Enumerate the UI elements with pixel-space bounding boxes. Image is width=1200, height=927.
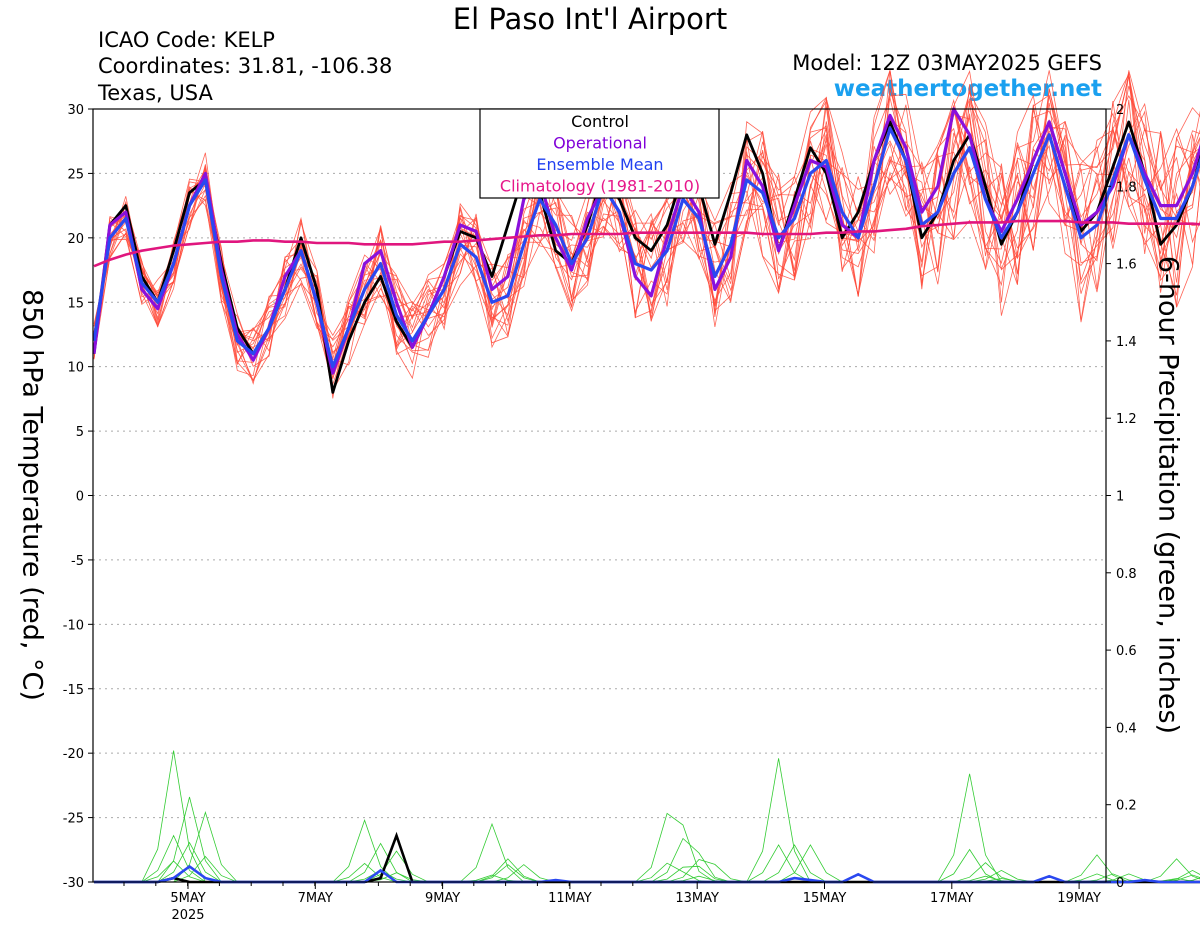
y-axis-label-right: 6-hour Precipitation (green, inches) [1152, 255, 1184, 735]
precip-control-line [94, 831, 1200, 884]
x-tick-label: 17MAY [930, 891, 974, 906]
y2-tick-label: 1.6 [1116, 258, 1137, 273]
precip-mean-line [94, 864, 1200, 884]
x-tick-label: 7MAY [298, 891, 333, 906]
x-tick-label: 13MAY [675, 891, 719, 906]
icao-code: ICAO Code: KELP [98, 28, 275, 52]
y2-tick-label: 1 [1116, 490, 1124, 505]
y-tick-label: 0 [76, 490, 84, 505]
x-tick-label: 15MAY [803, 891, 847, 906]
precip-member-lines [94, 750, 1200, 883]
precip-member-line [94, 750, 1200, 883]
grid [93, 172, 1106, 819]
legend-entry: Climatology (1981-2010) [500, 177, 700, 196]
precip-member-line [94, 796, 1200, 883]
x-tick-label: 9MAY [425, 891, 460, 906]
y-tick-label: 15 [67, 296, 84, 311]
x-tick-label: 5MAY [170, 891, 205, 906]
y-tick-label: 20 [67, 232, 84, 247]
ensemble-mean-line [92, 126, 1200, 369]
y-axis-label-left: 850 hPa Temperature (red, °C) [16, 289, 48, 701]
y-tick-label: 25 [67, 167, 84, 182]
y2-tick-label: 0.6 [1116, 644, 1137, 659]
climatology-line [93, 219, 1200, 268]
axes: 302520151050-5-10-15-20-25-3021.81.61.41… [63, 103, 1137, 923]
region: Texas, USA [98, 81, 213, 105]
y2-tick-label: 1.4 [1116, 335, 1137, 350]
y-tick-label: 5 [76, 425, 84, 440]
legend-entry: Operational [553, 134, 647, 153]
legend: Control Operational Ensemble Mean Climatolo… [479, 108, 720, 199]
precip-member-line [94, 855, 1200, 883]
y-tick-label: -30 [63, 876, 84, 891]
y2-tick-label: 0 [1116, 876, 1124, 891]
legend-box [479, 108, 720, 199]
y-tick-label: 10 [67, 361, 84, 376]
legend-entry: Control [571, 112, 629, 131]
y2-tick-label: 2 [1116, 103, 1124, 118]
x-tick-label: 19MAY [1057, 891, 1101, 906]
coordinates: Coordinates: 31.81, -106.38 [98, 54, 393, 78]
y2-tick-label: 1.2 [1116, 412, 1137, 427]
x-year-label: 2025 [171, 908, 204, 923]
legend-entry: Ensemble Mean [536, 155, 663, 174]
y2-tick-label: 0.8 [1116, 567, 1137, 582]
y-tick-label: -25 [63, 812, 84, 827]
page-title: El Paso Int'l Airport [452, 2, 728, 36]
y2-tick-label: 0.4 [1116, 721, 1137, 736]
member-line [93, 88, 1200, 382]
y2-tick-label: 1.8 [1116, 180, 1137, 195]
y-tick-label: -20 [63, 747, 84, 762]
y-tick-label: -5 [71, 554, 84, 569]
control-line [92, 120, 1200, 394]
y2-tick-label: 0.2 [1116, 799, 1137, 814]
x-tick-label: 11MAY [548, 891, 592, 906]
y-tick-label: 30 [67, 103, 84, 118]
y-tick-label: -10 [63, 618, 84, 633]
precip-member-line [94, 834, 1200, 883]
model-run: Model: 12Z 03MAY2025 GEFS [792, 51, 1102, 75]
precip-member-line [94, 841, 1200, 883]
y-tick-label: -15 [63, 683, 84, 698]
